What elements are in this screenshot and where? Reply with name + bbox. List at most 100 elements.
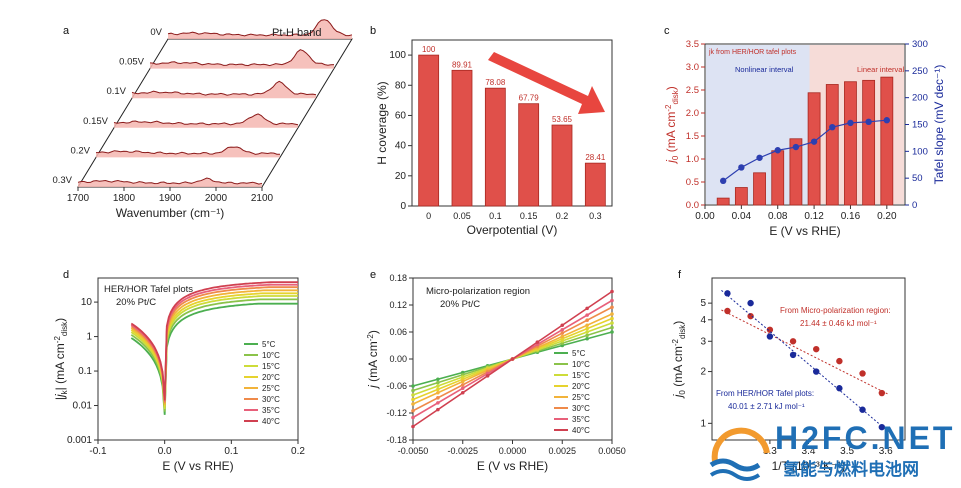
- x-tick-label: 0: [426, 211, 431, 221]
- iv-point: [585, 323, 589, 328]
- iv-point: [411, 415, 415, 420]
- panel-f-arrhenius: 1 2 3 4 5 3.3 3.4 3.5 3.6 From Micro-polarization…: [671, 277, 906, 473]
- bar: [418, 54, 440, 207]
- y2-tick-label: 50: [912, 173, 923, 184]
- panel-label-c: c: [664, 25, 670, 37]
- annotation-micro: From Micro-polarization region:: [780, 306, 891, 315]
- data-point: [747, 299, 754, 307]
- x-tick-label: -0.0050: [398, 446, 429, 456]
- bar: [518, 103, 540, 207]
- y-tick-label: 0.06: [389, 327, 407, 337]
- y-tick-label: 0.01: [73, 401, 93, 412]
- panel-label-d: d: [63, 269, 69, 281]
- iv-point: [610, 316, 614, 321]
- iv-point: [411, 408, 415, 413]
- y-tick-label: 2.0: [686, 108, 699, 119]
- x-tick-label: 0.20: [877, 211, 897, 222]
- iv-point: [560, 327, 565, 332]
- spectrum-fill: [96, 147, 280, 158]
- x-tick-label: -0.0025: [447, 446, 478, 456]
- iv-point: [411, 384, 415, 388]
- bar-value-label: 28.41: [585, 153, 606, 162]
- x-tick-label: 0.04: [732, 211, 752, 222]
- data-point: [724, 307, 731, 315]
- tafel-line: [722, 119, 887, 182]
- y-tick-label: -0.12: [386, 408, 407, 418]
- legend-label: 15°C: [262, 362, 280, 371]
- legend-label: 10°C: [572, 360, 590, 369]
- legend-label: 35°C: [262, 406, 280, 415]
- x-tick-label: 2100: [251, 193, 274, 204]
- panel-b-h-coverage-bars: 0 20 40 60 80 100 100 0 89.91 0.05 78.08 0.1 67.79 0.…: [375, 39, 613, 237]
- x-tick-label: 0.05: [453, 211, 471, 221]
- svg-text:H2FC.NET: H2FC.NET: [775, 420, 955, 456]
- y-tick-label: 0.1: [78, 366, 92, 377]
- legend-label: 35°C: [572, 415, 590, 424]
- x-axis-label: E (V vs RHE): [769, 224, 840, 238]
- y-tick-label: 0.5: [686, 177, 699, 188]
- iv-point: [560, 331, 565, 335]
- y-tick-label: 80: [395, 80, 407, 91]
- y-tick-label: 1: [86, 332, 92, 343]
- spectrum-fill: [78, 178, 262, 187]
- x-tick-label: 0.12: [804, 211, 824, 222]
- iv-point: [585, 336, 589, 341]
- data-point: [859, 406, 866, 413]
- plot-frame: [97, 277, 299, 441]
- x-axis-label: Overpotential (V): [467, 223, 558, 237]
- iv-point: [460, 386, 465, 391]
- y-tick-label: 5: [700, 298, 706, 309]
- bar: [880, 76, 894, 206]
- x-tick-label: 0.0050: [598, 446, 626, 456]
- tafel-curve: [130, 281, 298, 401]
- data-point: [747, 312, 754, 320]
- x-tick-label: 0.0025: [548, 446, 576, 456]
- bar: [451, 69, 473, 207]
- x-tick-label: 0.1: [224, 446, 238, 457]
- iv-point: [436, 380, 440, 385]
- y-tick-label: 2.5: [686, 85, 699, 96]
- y2-tick-label: 300: [912, 39, 928, 50]
- iv-point: [610, 312, 614, 316]
- data-point: [878, 423, 886, 431]
- y-tick-label: 0.12: [389, 300, 407, 310]
- bar: [807, 92, 821, 206]
- y-tick-label: 1.5: [686, 131, 699, 142]
- spectrum-line: [113, 113, 299, 126]
- legend-label: 5°C: [572, 349, 586, 358]
- watermark: H2FC.NET 氢能与燃料电池网: [697, 413, 957, 483]
- iv-point: [535, 340, 540, 344]
- tafel-point: [847, 119, 854, 127]
- iv-point: [436, 384, 440, 388]
- bar-value-label: 100: [422, 45, 436, 54]
- y-tick-label: 2: [700, 367, 706, 378]
- x-tick-label: 3.4: [802, 446, 816, 457]
- y-tick-label: 0.18: [389, 273, 407, 283]
- tafel-point: [829, 123, 836, 131]
- spectrum-label: 0.1V: [106, 86, 126, 97]
- data-point: [878, 389, 886, 397]
- iv-point: [610, 330, 614, 334]
- spectrum-fill: [150, 49, 334, 69]
- iv-point: [436, 390, 440, 395]
- legend-label: 25°C: [262, 384, 280, 393]
- annotation-nonlinear: Nonlinear interval: [735, 65, 794, 74]
- spectrum-line: [167, 19, 353, 37]
- iv-point: [610, 325, 614, 330]
- iv-point: [485, 374, 490, 378]
- annotation-title: HER/HOR Tafel plots: [104, 284, 193, 295]
- x-axis-label: 1/T (10⁻³ K⁻¹): [772, 459, 846, 473]
- panel-label-f: f: [678, 269, 682, 281]
- legend-label: 40°C: [572, 426, 590, 435]
- x-tick-label: 0.08: [768, 211, 788, 222]
- tafel-point: [774, 147, 781, 154]
- tafel-curve: [130, 302, 298, 415]
- data-point: [836, 385, 843, 392]
- iv-point: [510, 357, 515, 361]
- y2-tick-label: 0: [912, 200, 917, 211]
- tafel-point: [756, 154, 763, 161]
- y-axis-label: j (mA cm-2): [366, 330, 380, 390]
- data-point: [813, 368, 820, 375]
- bar-value-label: 89.91: [452, 60, 473, 69]
- x-tick-label: 0.00: [695, 211, 715, 222]
